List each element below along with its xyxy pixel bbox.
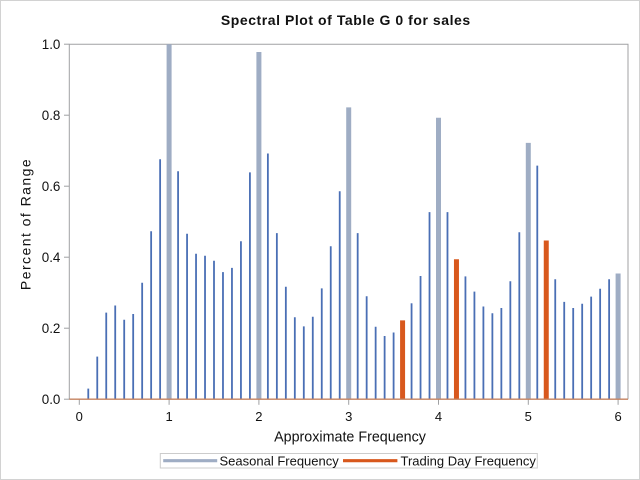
- svg-text:Spectral Plot of Table G 0 for: Spectral Plot of Table G 0 for sales: [221, 12, 471, 28]
- svg-text:1: 1: [165, 409, 172, 424]
- svg-text:6: 6: [614, 409, 621, 424]
- svg-text:0.0: 0.0: [42, 392, 61, 407]
- svg-text:Percent of Range: Percent of Range: [18, 158, 34, 290]
- svg-text:4: 4: [435, 409, 442, 424]
- svg-text:0: 0: [76, 409, 83, 424]
- svg-text:3: 3: [345, 409, 352, 424]
- svg-text:1.0: 1.0: [42, 37, 61, 52]
- svg-text:Seasonal Frequency: Seasonal Frequency: [220, 453, 340, 468]
- svg-text:0.4: 0.4: [42, 250, 61, 265]
- svg-text:5: 5: [525, 409, 532, 424]
- svg-text:0.6: 0.6: [42, 179, 61, 194]
- svg-text:Approximate Frequency: Approximate Frequency: [274, 430, 427, 446]
- svg-text:Trading Day Frequency: Trading Day Frequency: [401, 453, 537, 468]
- svg-text:0.2: 0.2: [42, 321, 61, 336]
- svg-text:0.8: 0.8: [42, 108, 61, 123]
- svg-text:2: 2: [255, 409, 262, 424]
